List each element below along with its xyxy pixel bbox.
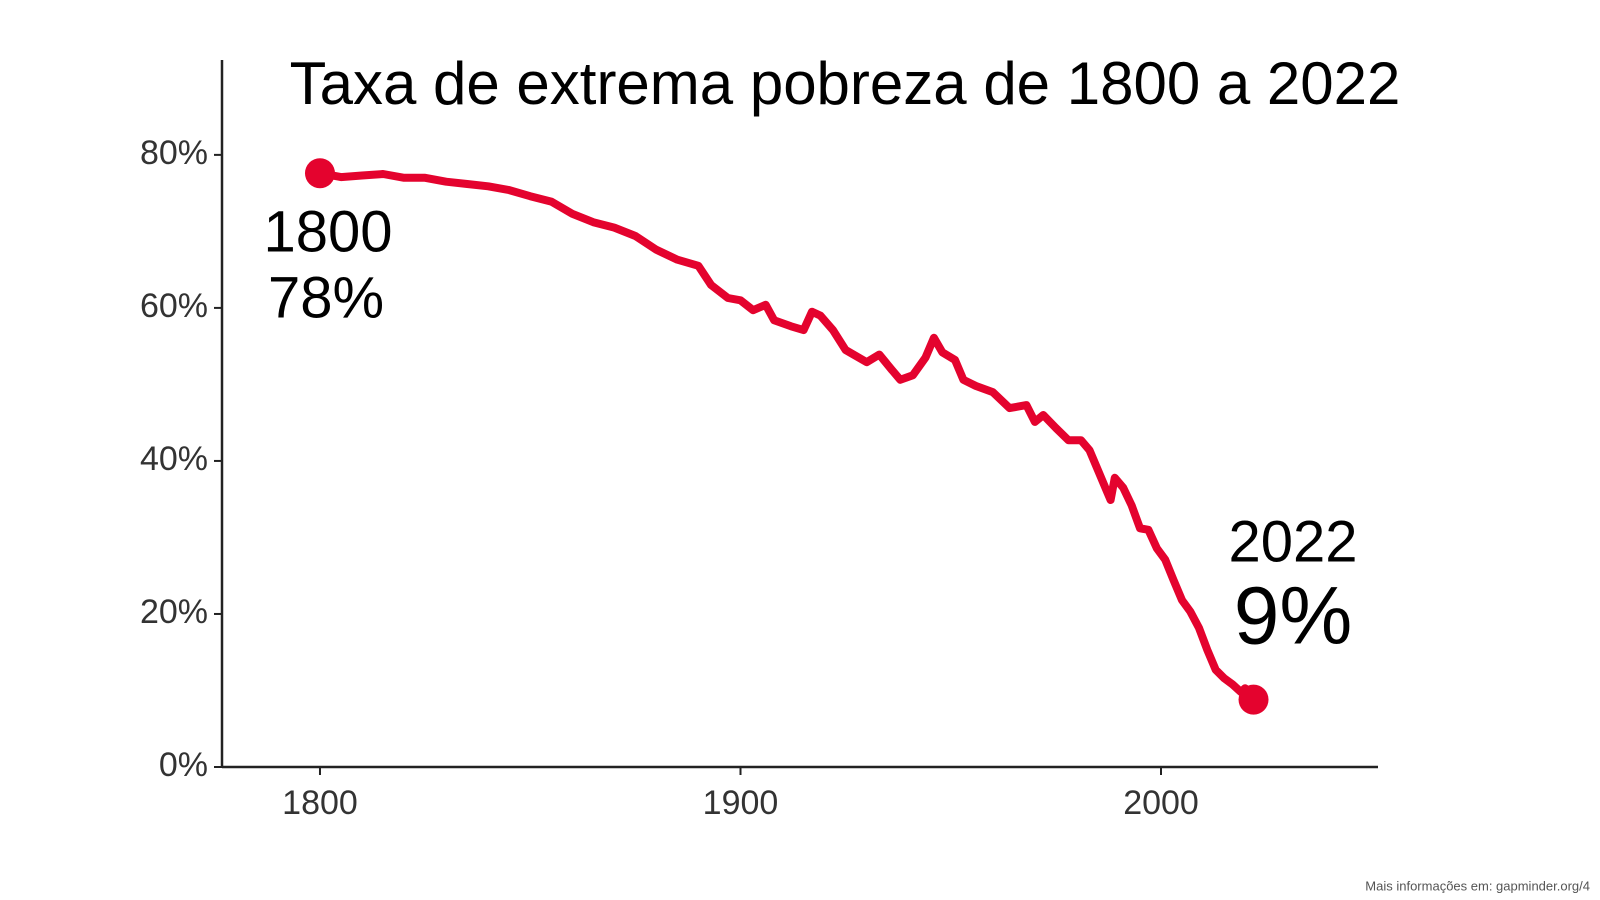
y-tick-label: 20% [140,593,208,631]
end-point [304,158,335,189]
chart-title: Taxa de extrema pobreza de 1800 a 2022 [290,50,1401,117]
annotation: 2022 [1228,509,1357,574]
x-tick-label: 2000 [1123,784,1199,822]
y-tick-label: 0% [159,746,208,784]
y-tick-label: 80% [140,134,208,172]
line [316,169,1258,704]
annotation: 78% [268,265,384,330]
end-point [1238,684,1269,715]
x-tick-label: 1900 [703,784,779,822]
y-tick-label: 60% [140,287,208,325]
y-tick-label: 40% [140,440,208,478]
source: Mais informações em: gapminder.org/4 [1365,878,1590,893]
x-tick-label: 1800 [282,784,358,822]
annotation: 9% [1234,571,1353,662]
annotation: 1800 [263,199,392,264]
